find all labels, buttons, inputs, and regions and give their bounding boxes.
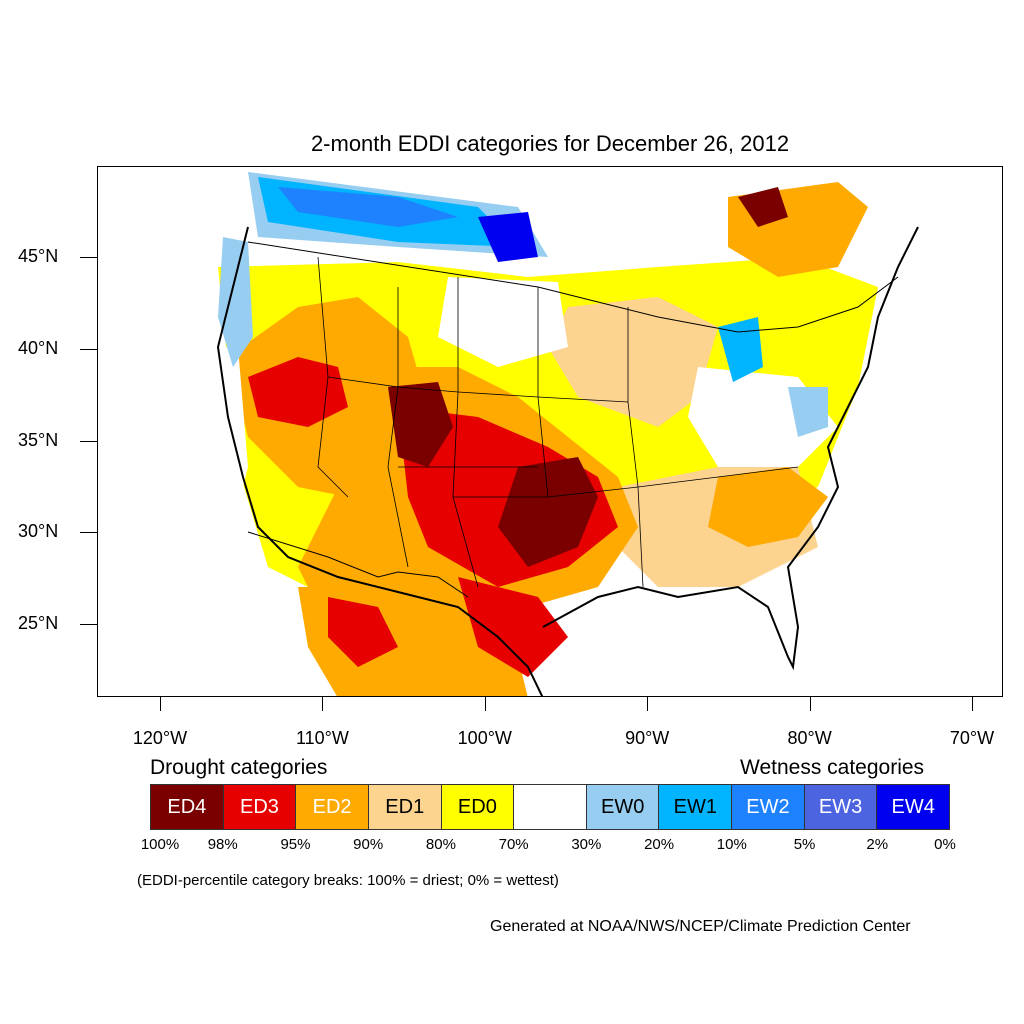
percentile-label: 100% xyxy=(140,836,180,853)
drought-categories-heading: Drought categories xyxy=(150,756,328,779)
percentile-label: 98% xyxy=(207,836,238,853)
coastline xyxy=(216,226,544,696)
ed4-region-colorado xyxy=(388,382,453,467)
lon-label: 100°W xyxy=(457,728,512,748)
ed3-region-sw xyxy=(328,597,398,667)
lat-label: 30°N xyxy=(18,521,59,542)
lon-tick xyxy=(809,697,811,711)
ed2-region-southeast xyxy=(708,467,828,547)
percentile-label: 20% xyxy=(644,836,675,853)
percentile-label: 30% xyxy=(571,836,602,853)
lon-tick xyxy=(484,697,486,711)
canada-border xyxy=(247,241,899,333)
legend-box: ED3 xyxy=(223,785,297,829)
lon-label: 70°W xyxy=(949,728,995,748)
lon-tick xyxy=(322,697,324,711)
neutral-region-pacific xyxy=(198,347,248,547)
ew1-region-great-lakes xyxy=(718,317,763,382)
legend-box: ED2 xyxy=(296,785,369,829)
ed4-region-ne-canada xyxy=(738,187,788,227)
legend-box: EW2 xyxy=(732,785,805,829)
ew0-region-west-coast xyxy=(218,237,253,367)
lat-tick xyxy=(80,624,97,625)
ed1-region xyxy=(548,297,718,427)
percentile-label: 90% xyxy=(353,836,384,853)
lat-label: 40°N xyxy=(18,337,59,358)
ew2-region-north xyxy=(278,187,458,227)
ed3-region-west xyxy=(248,357,348,427)
lon-label: 90°W xyxy=(625,728,670,748)
ed3-region-texas xyxy=(458,577,568,677)
lon-label: 120°W xyxy=(132,728,188,748)
lon-label: 110°W xyxy=(295,728,349,748)
legend-box: ED0 xyxy=(441,785,515,829)
map-title: 2-month EDDI categories for December 26,… xyxy=(310,131,790,156)
legend-box: ED1 xyxy=(368,785,442,829)
credit-text: Generated at NOAA/NWS/NCEP/Climate Predi… xyxy=(490,918,911,935)
lat-label: 35°N xyxy=(18,429,59,450)
coastline-gulf xyxy=(542,226,919,671)
ew4-region-north xyxy=(478,212,538,262)
ew0-region-mid-atlantic xyxy=(788,387,828,437)
lat-tick xyxy=(80,532,97,534)
legend-box xyxy=(514,785,587,829)
legend-box: EW3 xyxy=(804,785,878,829)
lat-label: 45°N xyxy=(18,246,59,266)
percentile-label: 0% xyxy=(934,836,956,853)
lon-tick xyxy=(160,697,161,711)
lat-label: 25°N xyxy=(18,613,59,633)
eddi-map xyxy=(97,166,1003,697)
legend-box: ED4 xyxy=(151,785,224,829)
lat-tick xyxy=(80,348,97,350)
legend-box: EW1 xyxy=(659,785,733,829)
wetness-categories-heading: Wetness categories xyxy=(740,756,925,779)
lat-tick xyxy=(80,440,97,442)
percentile-label: 2% xyxy=(866,836,889,853)
ed4-region-oklahoma xyxy=(498,457,598,567)
eddi-map-canvas xyxy=(198,172,919,696)
legend-box: EW0 xyxy=(586,785,660,829)
mexico-border xyxy=(247,531,469,598)
category-legend: ED4 ED3 ED2 ED1 ED0 EW0 EW1 EW2 EW3 EW4 xyxy=(150,784,950,830)
percentile-label: 70% xyxy=(498,836,529,853)
state-lines xyxy=(317,256,799,588)
lat-tick xyxy=(80,257,97,258)
percentile-note: (EDDI-percentile category breaks: 100% =… xyxy=(137,872,559,889)
percentile-label: 10% xyxy=(716,836,747,853)
lon-tick xyxy=(647,697,649,711)
percentile-label: 5% xyxy=(793,836,816,853)
percentile-label: 80% xyxy=(425,836,456,853)
legend-box: EW4 xyxy=(877,785,950,829)
neutral-region-north xyxy=(438,277,568,367)
lon-label: 80°W xyxy=(787,728,832,748)
percentile-label: 95% xyxy=(280,836,311,853)
lon-tick xyxy=(972,697,973,711)
